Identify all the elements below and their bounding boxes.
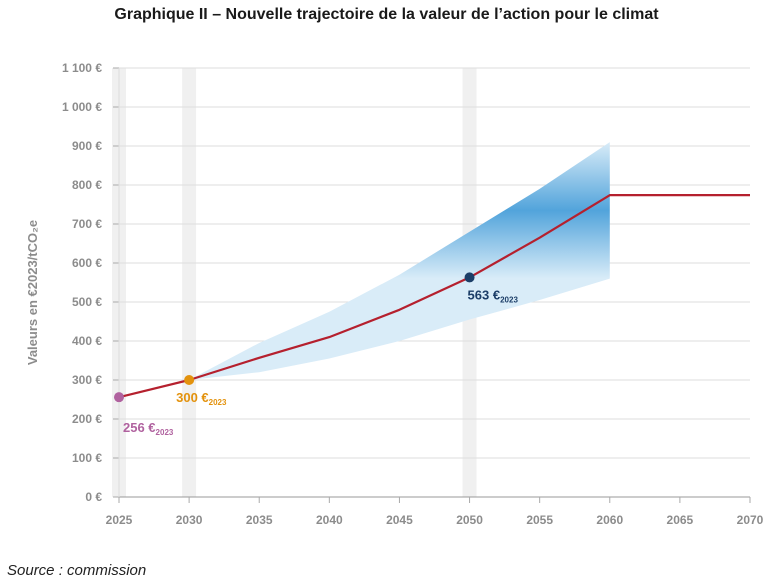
- data-point-marker: [114, 392, 124, 403]
- series-line-0: [118, 194, 750, 399]
- y-tick-label: 1 000 €: [62, 100, 102, 114]
- x-tick-label: 2060: [596, 513, 623, 527]
- y-tick-label: 400 €: [72, 334, 102, 348]
- y-tick-labels: 0 € 100 € 200 € 300 € 400 € 500 € 600 € 700 € 80…: [62, 61, 102, 504]
- x-tick-label: 2055: [526, 513, 553, 527]
- y-tick-label: 300 €: [72, 373, 102, 387]
- x-tick-label: 2040: [316, 513, 343, 527]
- y-axis-label: Valeurs en €2023/tCO₂e: [25, 220, 40, 365]
- y-tick-label: 700 €: [72, 217, 102, 231]
- y-tick-label: 0 €: [85, 490, 102, 504]
- data-point-label: 256 €2023: [123, 420, 174, 437]
- data-point-marker: [464, 272, 475, 283]
- chart-title: Graphique II – Nouvelle trajectoire de l…: [114, 6, 659, 23]
- y-tick-label: 600 €: [72, 256, 102, 270]
- axes: [118, 68, 751, 503]
- data-point-label: 563 €2023: [468, 287, 519, 304]
- x-tick-label: 2050: [456, 513, 483, 527]
- y-tick-label: 900 €: [72, 139, 102, 153]
- x-tick-label: 2025: [106, 513, 133, 527]
- x-tick-label: 2035: [246, 513, 273, 527]
- y-tick-label: 800 €: [72, 178, 102, 192]
- x-tick-label: 2030: [176, 513, 203, 527]
- highlight-column-2030: [182, 68, 197, 497]
- series-lines: [118, 194, 750, 399]
- data-point-marker: [184, 375, 195, 385]
- x-tick-labels: 2025 2030 2035 2040 2045 2050 2055 2060 2065 2070: [106, 513, 764, 527]
- y-tick-label: 500 €: [72, 295, 102, 309]
- x-tick-label: 2065: [667, 513, 694, 527]
- x-tick-label: 2070: [737, 513, 764, 527]
- y-tick-label: 1 100 €: [62, 61, 102, 75]
- y-tick-label: 200 €: [72, 412, 102, 426]
- x-tick-label: 2045: [386, 513, 413, 527]
- uncertainty-band: [189, 142, 610, 380]
- data-point-label: 300 €2023: [176, 390, 227, 407]
- band-gradient: [189, 142, 610, 380]
- y-tick-label: 100 €: [72, 451, 102, 465]
- source-note: Source : commission: [7, 562, 147, 579]
